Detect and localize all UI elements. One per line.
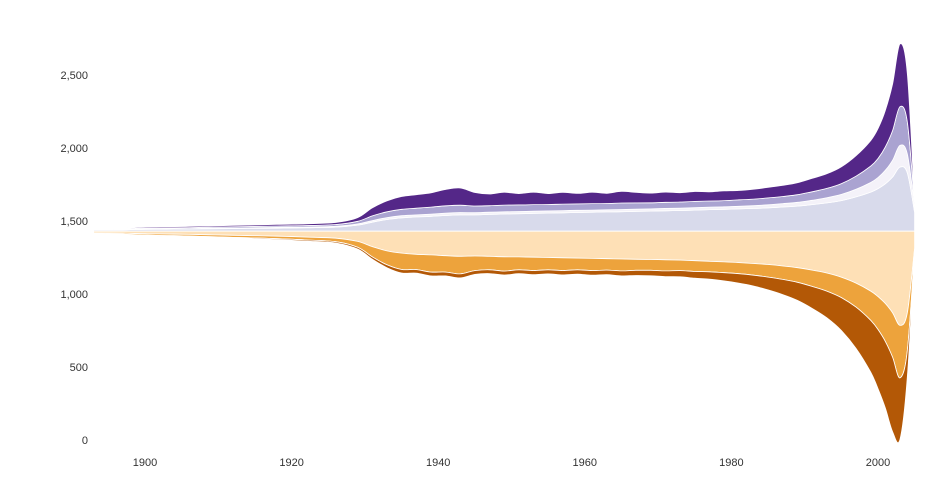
y-axis-tick-label: 2,000 <box>60 143 88 155</box>
y-axis-tick-label: 1,000 <box>60 289 88 301</box>
x-axis-tick-label: 1980 <box>719 457 743 469</box>
x-axis-tick-label: 2000 <box>866 457 890 469</box>
stream-layer-dark-orange[interactable] <box>93 233 915 444</box>
y-axis-tick-label: 1,500 <box>60 216 88 228</box>
x-axis-tick-label: 1940 <box>426 457 450 469</box>
stream-layer-dark-purple[interactable] <box>93 43 915 230</box>
x-axis-tick-label: 1920 <box>279 457 303 469</box>
y-axis-tick-label: 2,500 <box>60 70 88 82</box>
x-axis-tick-label: 1900 <box>133 457 157 469</box>
y-axis-tick-label: 500 <box>70 362 88 374</box>
x-axis-tick-label: 1960 <box>573 457 597 469</box>
y-axis-tick-label: 0 <box>82 435 88 447</box>
